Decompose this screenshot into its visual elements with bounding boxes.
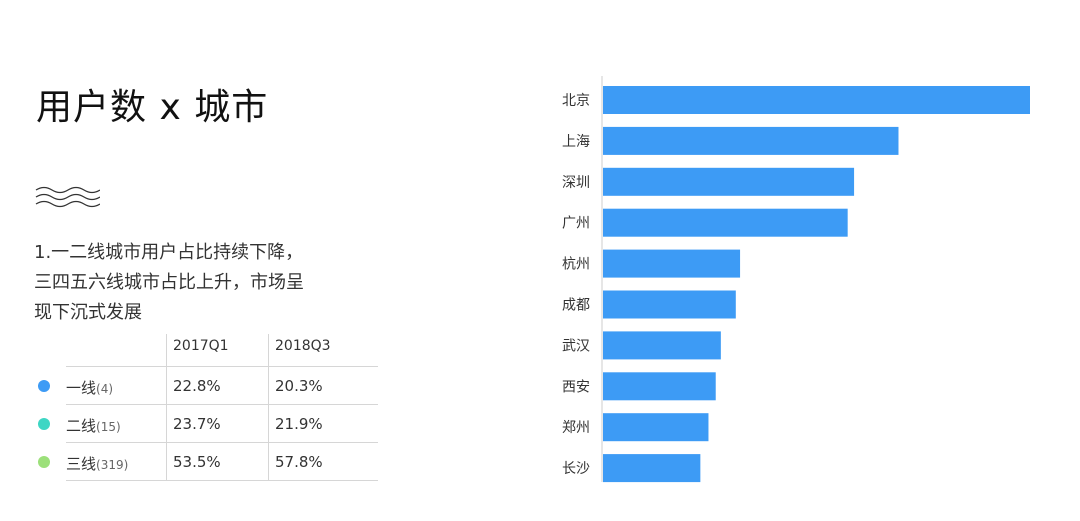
tier-value-2018q3: 57.8% xyxy=(275,453,323,471)
page-title: 用户数 x 城市 xyxy=(36,87,269,128)
tier-value-2018q3: 21.9% xyxy=(275,415,323,433)
tier-name: 二线 xyxy=(66,417,97,435)
bar-9 xyxy=(603,454,701,483)
category-label: 北京 xyxy=(562,93,590,109)
tier-dot-icon xyxy=(38,456,50,468)
category-label: 上海 xyxy=(562,134,590,150)
description-line: 现下沉式发展 xyxy=(34,302,142,323)
tier-dot-icon xyxy=(38,418,50,430)
category-label: 成都 xyxy=(562,298,590,314)
bar-1 xyxy=(603,126,899,155)
table-divider xyxy=(66,404,378,405)
table-row: 三线(319) 53.5% 57.8% xyxy=(30,443,380,481)
bar-8 xyxy=(603,413,709,442)
tier-value-2017q1: 53.5% xyxy=(173,453,221,471)
column-header-2018q3: 2018Q3 xyxy=(275,338,331,354)
table-divider xyxy=(66,442,378,443)
tier-value-2017q1: 23.7% xyxy=(173,415,221,433)
bar-4 xyxy=(603,249,741,278)
bar-5 xyxy=(603,290,736,319)
bar-7 xyxy=(603,372,716,401)
category-label: 杭州 xyxy=(562,257,590,273)
tier-dot-icon xyxy=(38,380,50,392)
category-label: 西安 xyxy=(562,379,590,395)
category-label: 广州 xyxy=(562,216,590,232)
tier-value-2018q3: 20.3% xyxy=(275,377,323,395)
category-label: 郑州 xyxy=(562,420,590,436)
table-column-divider xyxy=(166,334,167,480)
category-label: 深圳 xyxy=(562,175,590,191)
bar-3 xyxy=(603,208,848,237)
bar-6 xyxy=(603,331,721,360)
table-row: 二线(15) 23.7% 21.9% xyxy=(30,405,380,443)
tier-name: 一线 xyxy=(66,379,97,397)
category-label: 武汉 xyxy=(562,338,590,354)
tier-count: (319) xyxy=(96,458,129,472)
table-column-divider xyxy=(268,334,269,480)
table-row: 一线(4) 22.8% 20.3% xyxy=(30,367,380,405)
tier-name: 三线 xyxy=(66,455,97,473)
column-header-2017q1: 2017Q1 xyxy=(173,338,229,354)
category-label: 长沙 xyxy=(562,461,590,477)
table-divider xyxy=(66,480,378,481)
bar-2 xyxy=(603,167,855,196)
description-line: 1.一二线城市用户占比持续下降， xyxy=(34,242,304,263)
table-divider xyxy=(66,366,378,367)
bar-0 xyxy=(603,86,1030,114)
tier-count: (4) xyxy=(96,382,114,396)
description: 1.一二线城市用户占比持续下降， 三四五六线城市占比上升，市场呈 现下沉式发展 xyxy=(34,238,374,328)
description-line: 三四五六线城市占比上升，市场呈 xyxy=(34,272,304,293)
tier-value-2017q1: 22.8% xyxy=(173,377,221,395)
wave-decoration-icon xyxy=(35,186,100,208)
tier-count: (15) xyxy=(96,420,121,434)
